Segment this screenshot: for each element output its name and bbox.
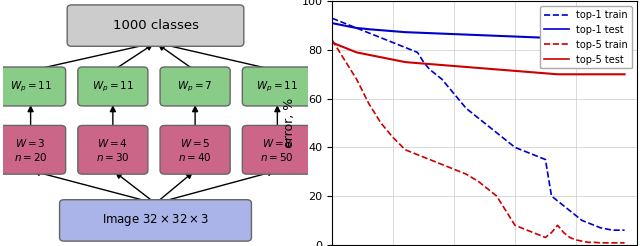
FancyBboxPatch shape [160, 67, 230, 106]
Text: $W = 3$
$n = 20$: $W = 3$ $n = 20$ [13, 137, 47, 163]
Text: 1000 classes: 1000 classes [113, 19, 198, 32]
Text: $W_p = 11$: $W_p = 11$ [92, 79, 134, 94]
FancyBboxPatch shape [0, 67, 66, 106]
FancyBboxPatch shape [60, 200, 252, 241]
FancyBboxPatch shape [67, 5, 244, 46]
Legend: top-1 train, top-1 test, top-5 train, top-5 test: top-1 train, top-1 test, top-5 train, to… [540, 6, 632, 68]
FancyBboxPatch shape [78, 125, 148, 174]
FancyBboxPatch shape [78, 67, 148, 106]
FancyBboxPatch shape [243, 125, 312, 174]
Text: Image $32 \times 32 \times 3$: Image $32 \times 32 \times 3$ [102, 212, 209, 229]
FancyBboxPatch shape [243, 67, 312, 106]
Text: $W = 8$
$n = 50$: $W = 8$ $n = 50$ [260, 137, 294, 163]
Text: $W_p = 11$: $W_p = 11$ [10, 79, 52, 94]
Text: $W_p = 11$: $W_p = 11$ [256, 79, 298, 94]
Text: $W = 4$
$n = 30$: $W = 4$ $n = 30$ [96, 137, 130, 163]
Y-axis label: error, %: error, % [283, 98, 296, 148]
FancyBboxPatch shape [0, 125, 66, 174]
Text: $W = 5$
$n = 40$: $W = 5$ $n = 40$ [178, 137, 212, 163]
FancyBboxPatch shape [160, 125, 230, 174]
Text: $W_p = 7$: $W_p = 7$ [177, 79, 213, 94]
